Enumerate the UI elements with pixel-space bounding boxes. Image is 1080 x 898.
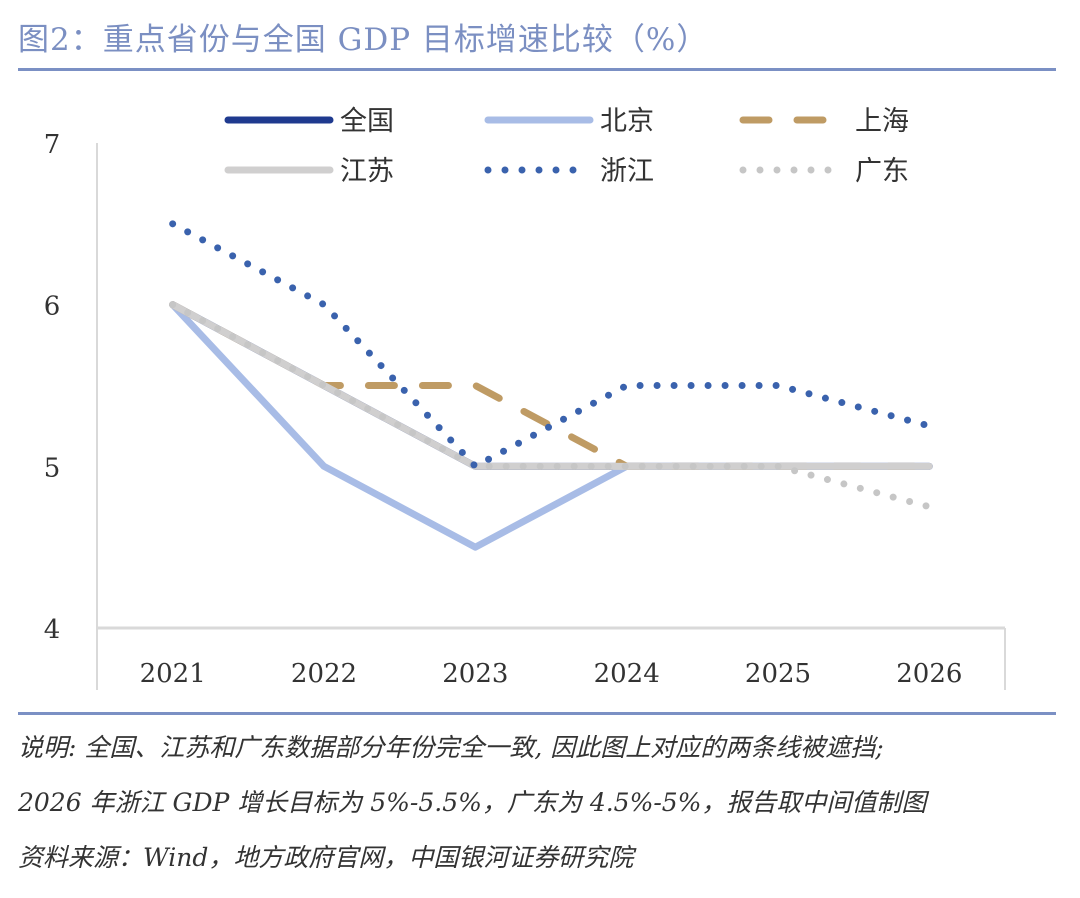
- x-tick-label: 2025: [745, 659, 811, 689]
- figure-title: 图2：重点省份与全国 GDP 目标增速比较（%）: [18, 22, 709, 58]
- series-line-浙江: [169, 220, 933, 470]
- legend-label: 浙江: [600, 156, 654, 187]
- y-tick-label: 5: [44, 453, 61, 483]
- note-2026: 2026 年浙江 GDP 增长目标为 5%-5.5%，广东为 4.5%-5%，报…: [18, 788, 927, 817]
- legend-label: 江苏: [340, 156, 394, 187]
- x-tick-label: 2021: [140, 659, 206, 689]
- y-tick-label: 7: [44, 130, 61, 160]
- title-divider: [18, 68, 1056, 71]
- series-line-全国: [169, 301, 933, 470]
- y-tick-label: 4: [44, 615, 61, 645]
- note-explanation: 说明: 全国、江苏和广东数据部分年份完全一致, 因此图上对应的两条线被遮挡;: [18, 733, 884, 762]
- legend-label: 上海: [855, 106, 909, 137]
- x-tick-label: 2023: [442, 659, 508, 689]
- x-tick-label: 2024: [594, 659, 660, 689]
- notes-divider: [18, 712, 1056, 715]
- x-tick-label: 2022: [291, 659, 357, 689]
- legend-label: 全国: [340, 106, 394, 137]
- legend-label: 广东: [855, 156, 909, 187]
- series-line-上海: [169, 301, 933, 470]
- x-tick-label: 2026: [896, 659, 962, 689]
- note-source: 资料来源：Wind，地方政府官网，中国银河证券研究院: [18, 843, 634, 872]
- y-tick-label: 6: [44, 292, 61, 322]
- series-line-江苏: [169, 301, 933, 470]
- series-line-广东: [169, 301, 933, 511]
- legend-label: 北京: [600, 106, 654, 137]
